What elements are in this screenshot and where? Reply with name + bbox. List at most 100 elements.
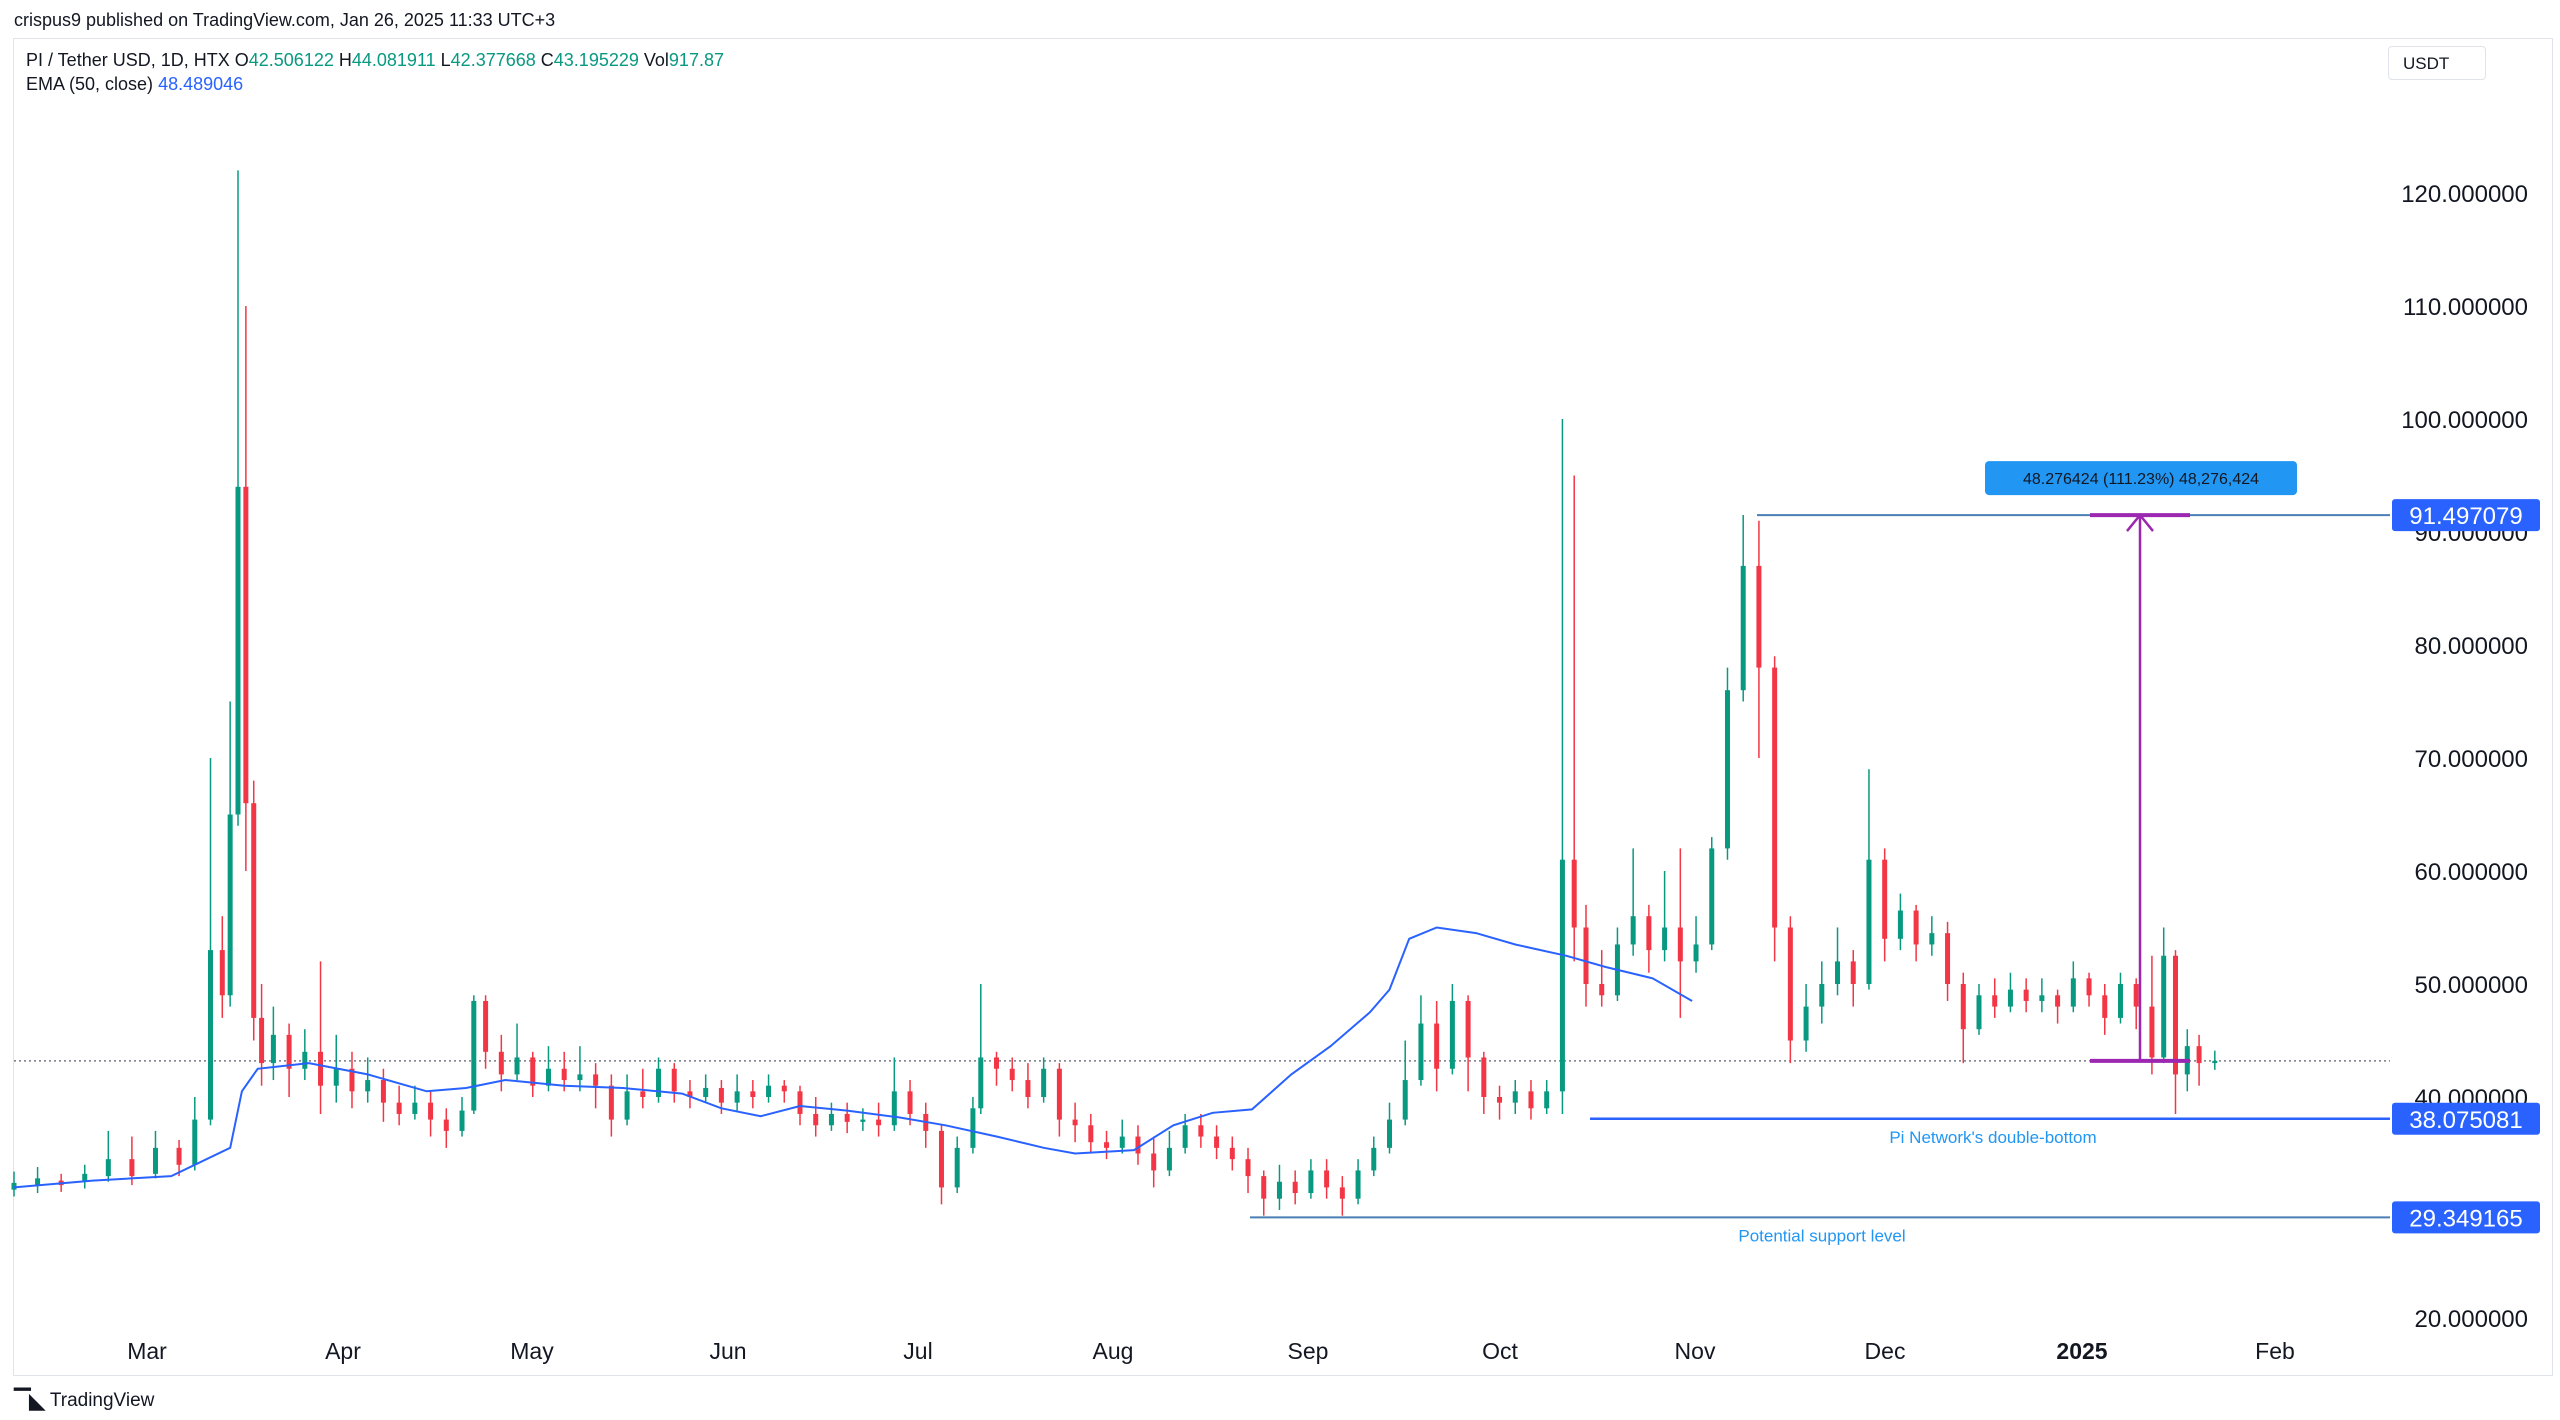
- candle-body: [1339, 1187, 1345, 1199]
- x-tick-label: 2025: [2056, 1338, 2107, 1364]
- candle-body: [1465, 1000, 1471, 1058]
- candle-body: [1214, 1136, 1220, 1148]
- candle-body: [1583, 927, 1589, 984]
- candle-body: [514, 1057, 520, 1075]
- candle-body: [251, 803, 257, 1018]
- candle-body: [671, 1068, 677, 1092]
- candle-body: [1418, 1023, 1424, 1081]
- candle-body: [1434, 1023, 1440, 1069]
- candle-body: [718, 1087, 724, 1103]
- x-tick-label: Jul: [903, 1338, 932, 1364]
- candle-body: [1819, 984, 1825, 1007]
- candle-body: [2212, 1060, 2218, 1064]
- candle-body: [593, 1074, 599, 1086]
- price-tag-box: [2392, 1102, 2540, 1135]
- candle-body: [1599, 984, 1605, 996]
- candle-body: [243, 486, 249, 804]
- price-tag-box: [2392, 499, 2540, 532]
- candle-body: [2161, 955, 2167, 1058]
- price-tags: 91.497079 38.075081 29.349165: [2392, 499, 2540, 1234]
- candle-body: [1835, 961, 1841, 984]
- candle-body: [1756, 565, 1762, 668]
- low-value: 42.377668: [450, 50, 536, 70]
- ema-value: 48.489046: [158, 74, 244, 94]
- candle-body: [2173, 955, 2178, 1075]
- x-tick-label: Dec: [1865, 1338, 1906, 1364]
- publisher-line: crispus9 published on TradingView.com, J…: [14, 10, 556, 30]
- candle-body: [938, 1130, 944, 1188]
- ema-label[interactable]: EMA (50, close): [26, 74, 154, 94]
- candle-body: [11, 1182, 17, 1190]
- y-tick-label: 70.000000: [2415, 746, 2528, 773]
- measure-label-box: [1985, 461, 2297, 496]
- vol-label: Vol: [643, 50, 669, 70]
- candle-body: [1104, 1142, 1110, 1148]
- footer-brand[interactable]: TradingView: [49, 1390, 155, 1411]
- candle-body: [1544, 1091, 1550, 1109]
- candle-body: [1198, 1125, 1204, 1137]
- level-annotation: Potential support level: [1738, 1226, 1905, 1245]
- candle-body: [2055, 995, 2061, 1007]
- candle-body: [428, 1102, 434, 1120]
- candle-body: [640, 1091, 646, 1097]
- price-tag-label: 91.497079: [2409, 503, 2522, 530]
- candle-body: [365, 1080, 371, 1092]
- candle-body: [1182, 1125, 1188, 1148]
- candle-body: [545, 1068, 551, 1086]
- candle-body: [1166, 1147, 1172, 1171]
- candle-body: [1992, 995, 1998, 1007]
- candle-body: [1041, 1068, 1047, 1097]
- low-label: L: [440, 50, 451, 70]
- candle-body: [1945, 933, 1951, 984]
- symbol-name[interactable]: PI / Tether USD, 1D, HTX: [26, 50, 230, 70]
- candle-body: [1292, 1181, 1298, 1194]
- candle-body: [152, 1147, 158, 1174]
- price-levels: Pi Network's double-bottom Potential supp…: [14, 514, 2390, 1245]
- candle-body: [876, 1119, 882, 1126]
- candle-body: [2007, 989, 2013, 1007]
- y-axis: 120.000000110.000000100.00000090.0000008…: [2401, 181, 2528, 1333]
- candle-body: [2086, 978, 2092, 996]
- candle-body: [2196, 1046, 2202, 1064]
- close-label: C: [540, 50, 554, 70]
- candle-body: [1740, 565, 1746, 691]
- x-tick-label: May: [510, 1338, 554, 1364]
- candle-body: [1787, 927, 1793, 1041]
- candle-body: [396, 1102, 402, 1114]
- candle-body: [1677, 927, 1683, 962]
- candle-body: [994, 1057, 999, 1069]
- candle-body: [1072, 1119, 1078, 1126]
- candle-body: [907, 1091, 913, 1114]
- candle-body: [860, 1119, 866, 1122]
- candle-body: [1897, 910, 1903, 939]
- candle-body: [380, 1080, 386, 1103]
- candles: [11, 170, 2218, 1216]
- candle-body: [687, 1091, 693, 1097]
- candle-body: [1497, 1097, 1503, 1103]
- candle-body: [577, 1074, 583, 1081]
- candle-body: [734, 1091, 740, 1103]
- candle-body: [235, 486, 241, 815]
- symbol-legend: PI / Tether USD, 1D, HTX O42.506122 H44.…: [26, 50, 724, 71]
- y-tick-label: 120.000000: [2401, 181, 2528, 208]
- candle-body: [1772, 667, 1778, 928]
- currency-button[interactable]: USDT: [2388, 46, 2486, 80]
- candle-body: [1481, 1057, 1487, 1097]
- y-tick-label: 50.000000: [2415, 972, 2528, 999]
- candle-body: [1693, 944, 1699, 962]
- y-tick-label: 80.000000: [2415, 633, 2528, 660]
- ema-line: [13, 926, 1693, 1189]
- high-label: H: [338, 50, 352, 70]
- x-axis: Mar Apr May Jun Jul Aug Sep Oct Nov Dec 2025 Feb: [127, 1338, 2295, 1364]
- tradingview-logo-icon[interactable]: ▔◣: [14, 1388, 46, 1413]
- measure-tool[interactable]: 48.276424 (111.23%) 48,276,424: [1985, 461, 2297, 1063]
- candle-body: [208, 950, 213, 1120]
- candle-body: [443, 1119, 449, 1131]
- candle-body: [1387, 1119, 1392, 1148]
- candle-body: [105, 1159, 111, 1177]
- vol-value: 917.87: [668, 50, 724, 70]
- candle-body: [1850, 961, 1856, 984]
- candle-body: [318, 1051, 324, 1086]
- candle-body: [954, 1147, 960, 1188]
